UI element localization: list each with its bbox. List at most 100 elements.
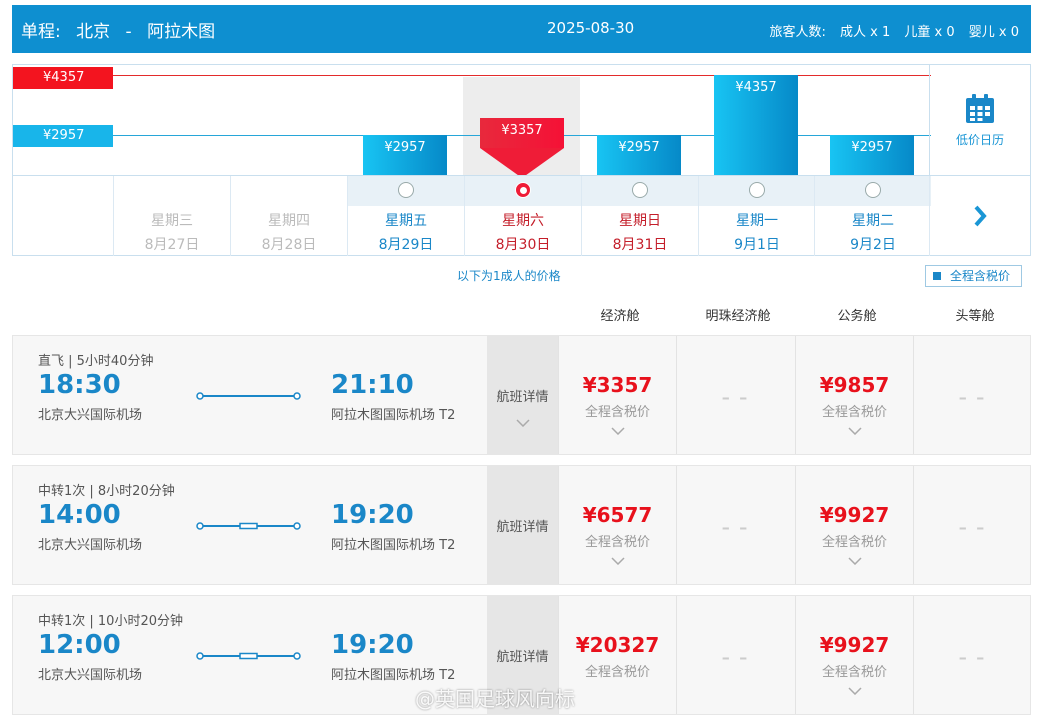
weekday-label: 星期六 [502,213,544,229]
fare-note: 全程含税价 [821,665,887,680]
date-label: 8月28日 [261,237,317,253]
business-fare[interactable]: ¥9927 全程含税价 [795,596,913,714]
business-fare[interactable]: ¥9857 全程含税价 [795,336,913,454]
first-class-fare: – – [913,336,1031,454]
min-price-label: ¥2957 [13,125,113,147]
flight-details-label: 航班详情 [496,520,549,535]
flight-row: 直飞 | 5小时40分钟 18:30 21:10 北京大兴国际机场 阿拉木图国际… [12,335,1031,455]
route-summary: 单程: 北京 - 阿拉木图 [21,17,215,42]
cabin-header-business: 公务舱 [837,309,877,324]
weekday-label: 星期五 [385,213,427,229]
calendar-icon [966,94,994,123]
fare-price: ¥6577 [582,503,653,527]
weekday-label: 星期三 [151,213,193,229]
search-header: 单程: 北京 - 阿拉木图 2025-08-30 旅客人数: 成人 x 1 儿童… [12,5,1031,53]
selected-price-pointer [480,148,564,178]
price-calendar: ¥4357 ¥2957 ¥2957 ¥3357 ¥2957 ¥4357 ¥295… [12,64,1031,256]
fare-price: ¥9927 [819,633,890,657]
day-radio[interactable] [632,182,648,198]
day-radio[interactable] [865,182,881,198]
flight-details-button[interactable]: 航班详情 [487,336,558,454]
day-8-30[interactable]: 星期六 8月30日 [464,176,581,256]
day-8-29[interactable]: 星期五 8月29日 [347,176,464,256]
date-label: 8月30日 [495,237,551,253]
fare-note: 全程含税价 [584,405,650,420]
price-bar-8-30[interactable]: ¥3357 [480,118,564,148]
tax-inclusive-toggle[interactable]: 全程含税价 [925,265,1022,287]
day-radio[interactable] [749,182,765,198]
weekday-label: 星期日 [619,213,661,229]
day-9-2[interactable]: 星期二 9月2日 [814,176,931,256]
route-separator: - [125,22,132,42]
first-class-fare: – – [913,466,1031,584]
price-trend-chart: ¥4357 ¥2957 ¥2957 ¥3357 ¥2957 ¥4357 ¥295… [13,65,931,205]
chevron-down-icon [847,427,862,436]
cabin-header-first: 头等舱 [955,309,995,324]
fare-unavailable: – – [721,648,750,667]
flight-row: 中转1次 | 8小时20分钟 14:00 19:20 北京大兴国际机场 阿拉木图… [12,465,1031,585]
transfer-route-line [196,522,301,530]
arrival-time: 21:10 [331,370,414,400]
date-label: 9月1日 [734,237,780,253]
day-9-1[interactable]: 星期一 9月1日 [698,176,815,256]
flight-summary: 直飞 | 5小时40分钟 [38,354,154,369]
price-bar-9-1[interactable]: ¥4357 [714,75,798,175]
low-price-calendar-button[interactable]: 低价日历 [929,65,1030,175]
infant-count: 婴儿 x 0 [968,25,1019,40]
fare-unavailable: – – [958,388,987,407]
price-bar-9-2[interactable]: ¥2957 [830,135,914,175]
fare-note: 全程含税价 [584,535,650,550]
date-label: 8月31日 [612,237,668,253]
economy-fare[interactable]: ¥6577 全程含税价 [558,466,676,584]
flight-details-button[interactable]: 航班详情 [487,466,558,584]
economy-fare[interactable]: ¥3357 全程含税价 [558,336,676,454]
checkbox-icon [933,272,941,280]
direct-route-line [196,392,301,400]
day-radio-selected[interactable] [515,182,531,198]
passengers-label: 旅客人数: [769,25,826,40]
fare-price: ¥9927 [819,503,890,527]
fare-price: ¥20327 [575,633,660,657]
fare-unavailable: – – [721,388,750,407]
arrival-airport: 阿拉木图国际机场 T2 [331,538,456,553]
fare-unavailable: – – [958,518,987,537]
day-radio[interactable] [398,182,414,198]
cabin-header-premium-economy: 明珠经济舱 [705,309,771,324]
chevron-right-icon [974,205,987,227]
origin-city: 北京 [76,22,111,42]
price-bar-8-31[interactable]: ¥2957 [597,135,681,175]
departure-airport: 北京大兴国际机场 [38,408,143,423]
arrival-airport: 阿拉木图国际机场 T2 [331,668,456,683]
adult-count: 成人 x 1 [840,25,891,40]
next-week-button[interactable] [929,176,1030,256]
departure-time: 14:00 [38,500,121,530]
travel-date: 2025-08-30 [547,19,635,37]
weekday-label: 星期四 [268,213,310,229]
weekday-label: 星期二 [852,213,894,229]
fare-note: 全程含税价 [584,665,650,680]
price-note: 以下为1成人的价格 [457,269,561,283]
arrival-time: 19:20 [331,500,414,530]
premium-economy-fare: – – [676,596,794,714]
day-8-31[interactable]: 星期日 8月31日 [581,176,698,256]
business-fare[interactable]: ¥9927 全程含税价 [795,466,913,584]
chevron-down-icon [847,557,862,566]
transfer-route-line [196,652,301,660]
day-8-28: 星期四 8月28日 [230,176,347,256]
flight-details-button[interactable]: 航班详情 [487,596,558,714]
fare-price: ¥9857 [819,373,890,397]
price-bar-8-29[interactable]: ¥2957 [363,135,447,175]
chevron-down-icon [847,687,862,696]
date-label: 8月29日 [378,237,434,253]
economy-fare[interactable]: ¥20327 全程含税价 [558,596,676,714]
chevron-down-icon [515,419,530,428]
chevron-down-icon [610,427,625,436]
destination-city: 阿拉木图 [147,22,216,42]
fare-unavailable: – – [721,518,750,537]
departure-airport: 北京大兴国际机场 [38,668,143,683]
fare-note: 全程含税价 [821,405,887,420]
flight-row: 中转1次 | 10小时20分钟 12:00 19:20 北京大兴国际机场 阿拉木… [12,595,1031,715]
max-price-line [113,75,931,76]
flight-details-label: 航班详情 [496,390,549,405]
max-price-label: ¥4357 [13,67,113,89]
